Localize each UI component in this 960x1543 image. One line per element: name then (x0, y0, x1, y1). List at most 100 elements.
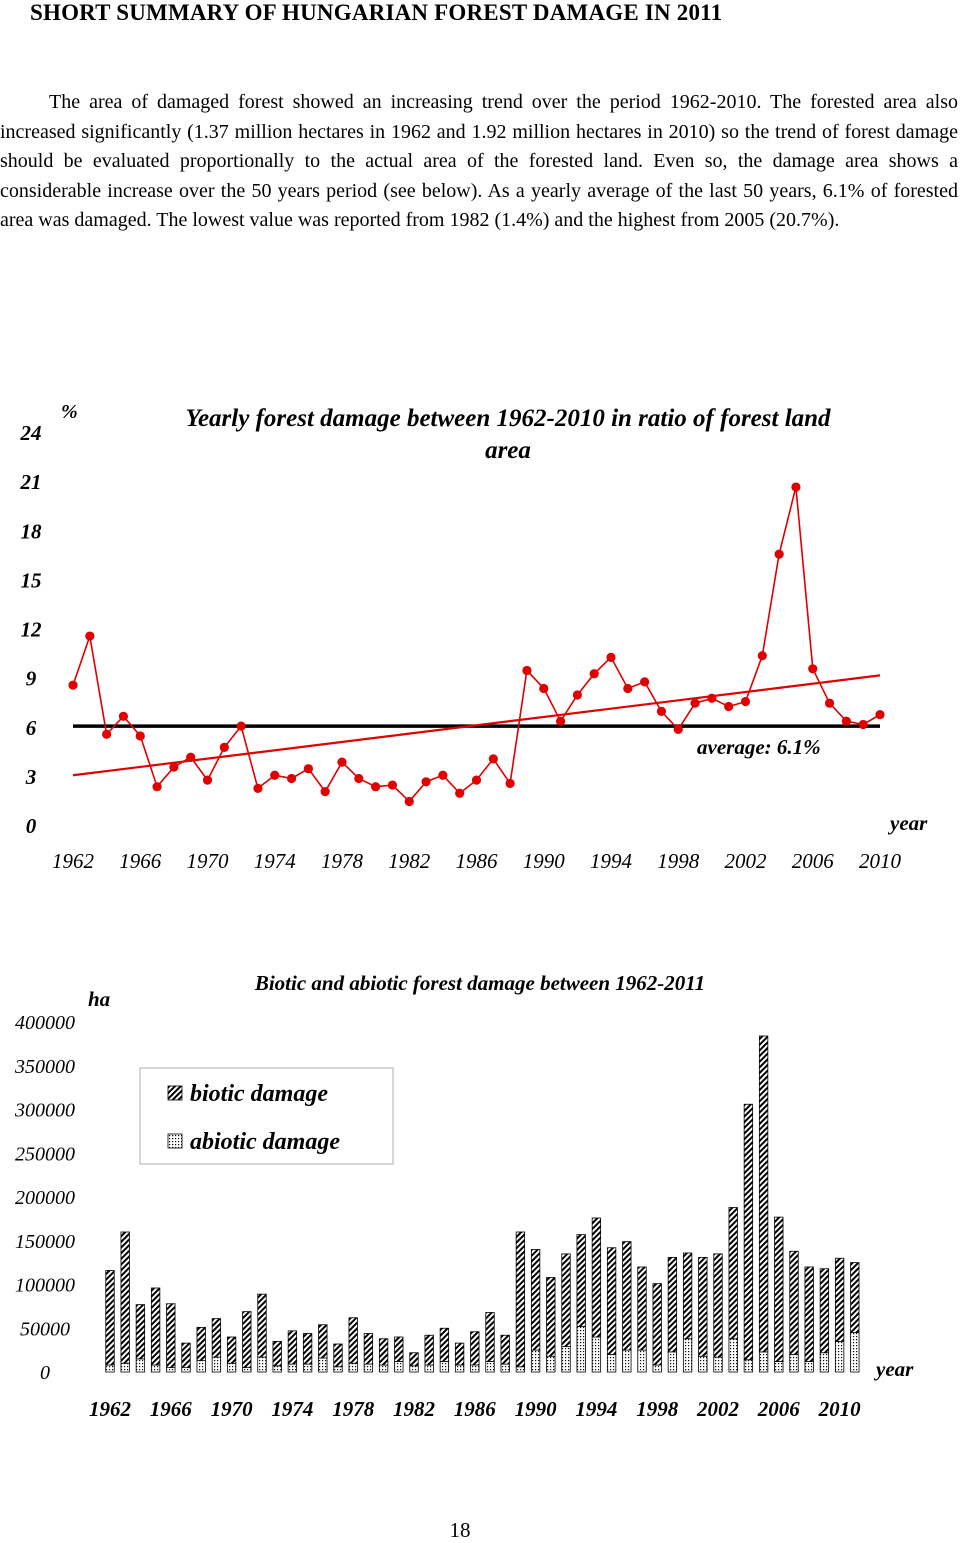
biotic-bar (409, 1352, 419, 1367)
biotic-bar (698, 1256, 708, 1357)
chart1-data-point (673, 724, 683, 734)
abiotic-bar (105, 1364, 115, 1373)
biotic-bar (652, 1283, 662, 1366)
chart1-y-tick-label: 15 (21, 568, 42, 592)
chart2-x-tick-label: 2006 (757, 1397, 801, 1421)
chart1-data-point (387, 780, 398, 790)
chart1-title-line1: Yearly forest damage between 1962-2010 i… (185, 405, 831, 432)
biotic-bar (622, 1241, 632, 1351)
abiotic-bar (394, 1361, 404, 1373)
abiotic-bar (181, 1367, 191, 1373)
biotic-bar (789, 1250, 799, 1355)
abiotic-bar (515, 1366, 526, 1373)
abiotic-bar (363, 1363, 374, 1373)
abiotic-bar (211, 1356, 222, 1373)
chart1-y-tick-label: 24 (20, 421, 42, 445)
chart1-x-tick-label: 1982 (388, 849, 431, 873)
chart2-x-tick-label: 1970 (211, 1397, 254, 1421)
chart2-x-tick-label: 2002 (696, 1397, 740, 1421)
abiotic-bar (667, 1351, 678, 1373)
abiotic-bar (257, 1356, 267, 1373)
chart1-data-point (791, 482, 801, 492)
biotic-bar (394, 1336, 404, 1362)
chart2-x-tick-label: 1994 (575, 1397, 617, 1421)
abiotic-bar (713, 1356, 723, 1373)
biotic-bar (850, 1262, 860, 1334)
chart1-average-label: average: 6.1% (697, 735, 821, 759)
chart1-y-tick-label: 18 (21, 519, 43, 543)
chart1-data-point (640, 677, 650, 687)
biotic-bar (302, 1333, 313, 1365)
chart1-x-tick-label: 1994 (590, 849, 633, 873)
biotic-bar (105, 1270, 115, 1366)
biotic-bar (804, 1266, 814, 1362)
biotic-bar (226, 1336, 237, 1364)
chart1-data-point (320, 787, 330, 797)
chart1-x-tick-label: 1986 (456, 849, 499, 873)
chart1-data-point (354, 773, 364, 784)
chart1-data-point (219, 742, 229, 752)
abiotic-bar (789, 1354, 799, 1373)
chart1-y-tick-label: 0 (26, 814, 37, 838)
biotic-bar (242, 1311, 252, 1369)
biotic-bar (318, 1324, 328, 1359)
chart1-x-tick-label: 1998 (657, 849, 700, 873)
biotic-bar (287, 1330, 298, 1365)
chart2-y-unit: ha (88, 987, 110, 1011)
chart2-x-tick-label: 1962 (89, 1397, 132, 1421)
chart1-data-point (572, 690, 582, 700)
chart1-y-tick-label: 6 (26, 716, 37, 740)
chart1-data-point (757, 651, 767, 661)
abiotic-bar (409, 1365, 419, 1373)
chart2-y-tick-label: 0 (40, 1362, 50, 1384)
biotic-bar (758, 1035, 769, 1353)
biotic-bar (348, 1317, 358, 1364)
chart2-x-axis-title: year (873, 1357, 914, 1381)
abiotic-bar (652, 1364, 662, 1373)
chart1-x-tick-label: 1990 (523, 849, 566, 873)
chart2-x-tick-label: 1998 (636, 1397, 679, 1421)
abiotic-bar (606, 1354, 617, 1373)
abiotic-bar (850, 1332, 860, 1373)
chart2-y-tick-label: 350000 (14, 1056, 75, 1078)
abiotic-bar (637, 1349, 647, 1373)
chart1-y-unit: % (61, 401, 78, 423)
abiotic-bar (333, 1366, 343, 1373)
biotic-bar (743, 1103, 754, 1361)
damage-ratio-line-chart: Yearly forest damage between 1962-2010 i… (20, 401, 929, 873)
biotic-bar (500, 1334, 510, 1365)
biotic-bar (196, 1326, 206, 1362)
chart1-x-tick-label: 2002 (725, 849, 768, 873)
biotic-bar (135, 1304, 146, 1360)
abiotic-bar (424, 1364, 434, 1373)
chart2-x-tick-label: 2010 (818, 1397, 862, 1421)
chart2-y-tick-label: 150000 (15, 1231, 75, 1253)
abiotic-bar (758, 1351, 769, 1373)
chart1-data-point (404, 796, 414, 807)
chart1-data-point (690, 698, 700, 708)
chart1-data-point (488, 754, 498, 764)
biotic-bar (728, 1207, 738, 1340)
chart1-data-point (286, 773, 297, 784)
chart1-trend-line (72, 674, 881, 777)
abiotic-bar (196, 1360, 206, 1373)
biotic-bar (682, 1252, 693, 1340)
summary-paragraph: The area of damaged forest showed an inc… (0, 91, 958, 231)
abiotic-bar (682, 1338, 693, 1373)
chart1-x-tick-label: 2006 (792, 849, 835, 873)
chart1-data-point (337, 757, 347, 767)
chart1-data-point (471, 775, 482, 785)
abiotic-bar (287, 1363, 298, 1373)
chart1-data-point (522, 665, 532, 676)
chart1-data-point (606, 652, 616, 662)
biotic-bar (819, 1268, 830, 1354)
biotic-bar (150, 1287, 161, 1366)
biotic-bar (363, 1333, 374, 1365)
chart2-y-tick-label: 50000 (20, 1318, 70, 1340)
biotic-bar (576, 1234, 586, 1327)
chart2-y-tick-label: 400000 (15, 1012, 75, 1034)
chart1-data-point (724, 701, 734, 712)
abiotic-bar (804, 1361, 814, 1373)
abiotic-bar (348, 1362, 358, 1373)
abiotic-bar (728, 1338, 738, 1373)
